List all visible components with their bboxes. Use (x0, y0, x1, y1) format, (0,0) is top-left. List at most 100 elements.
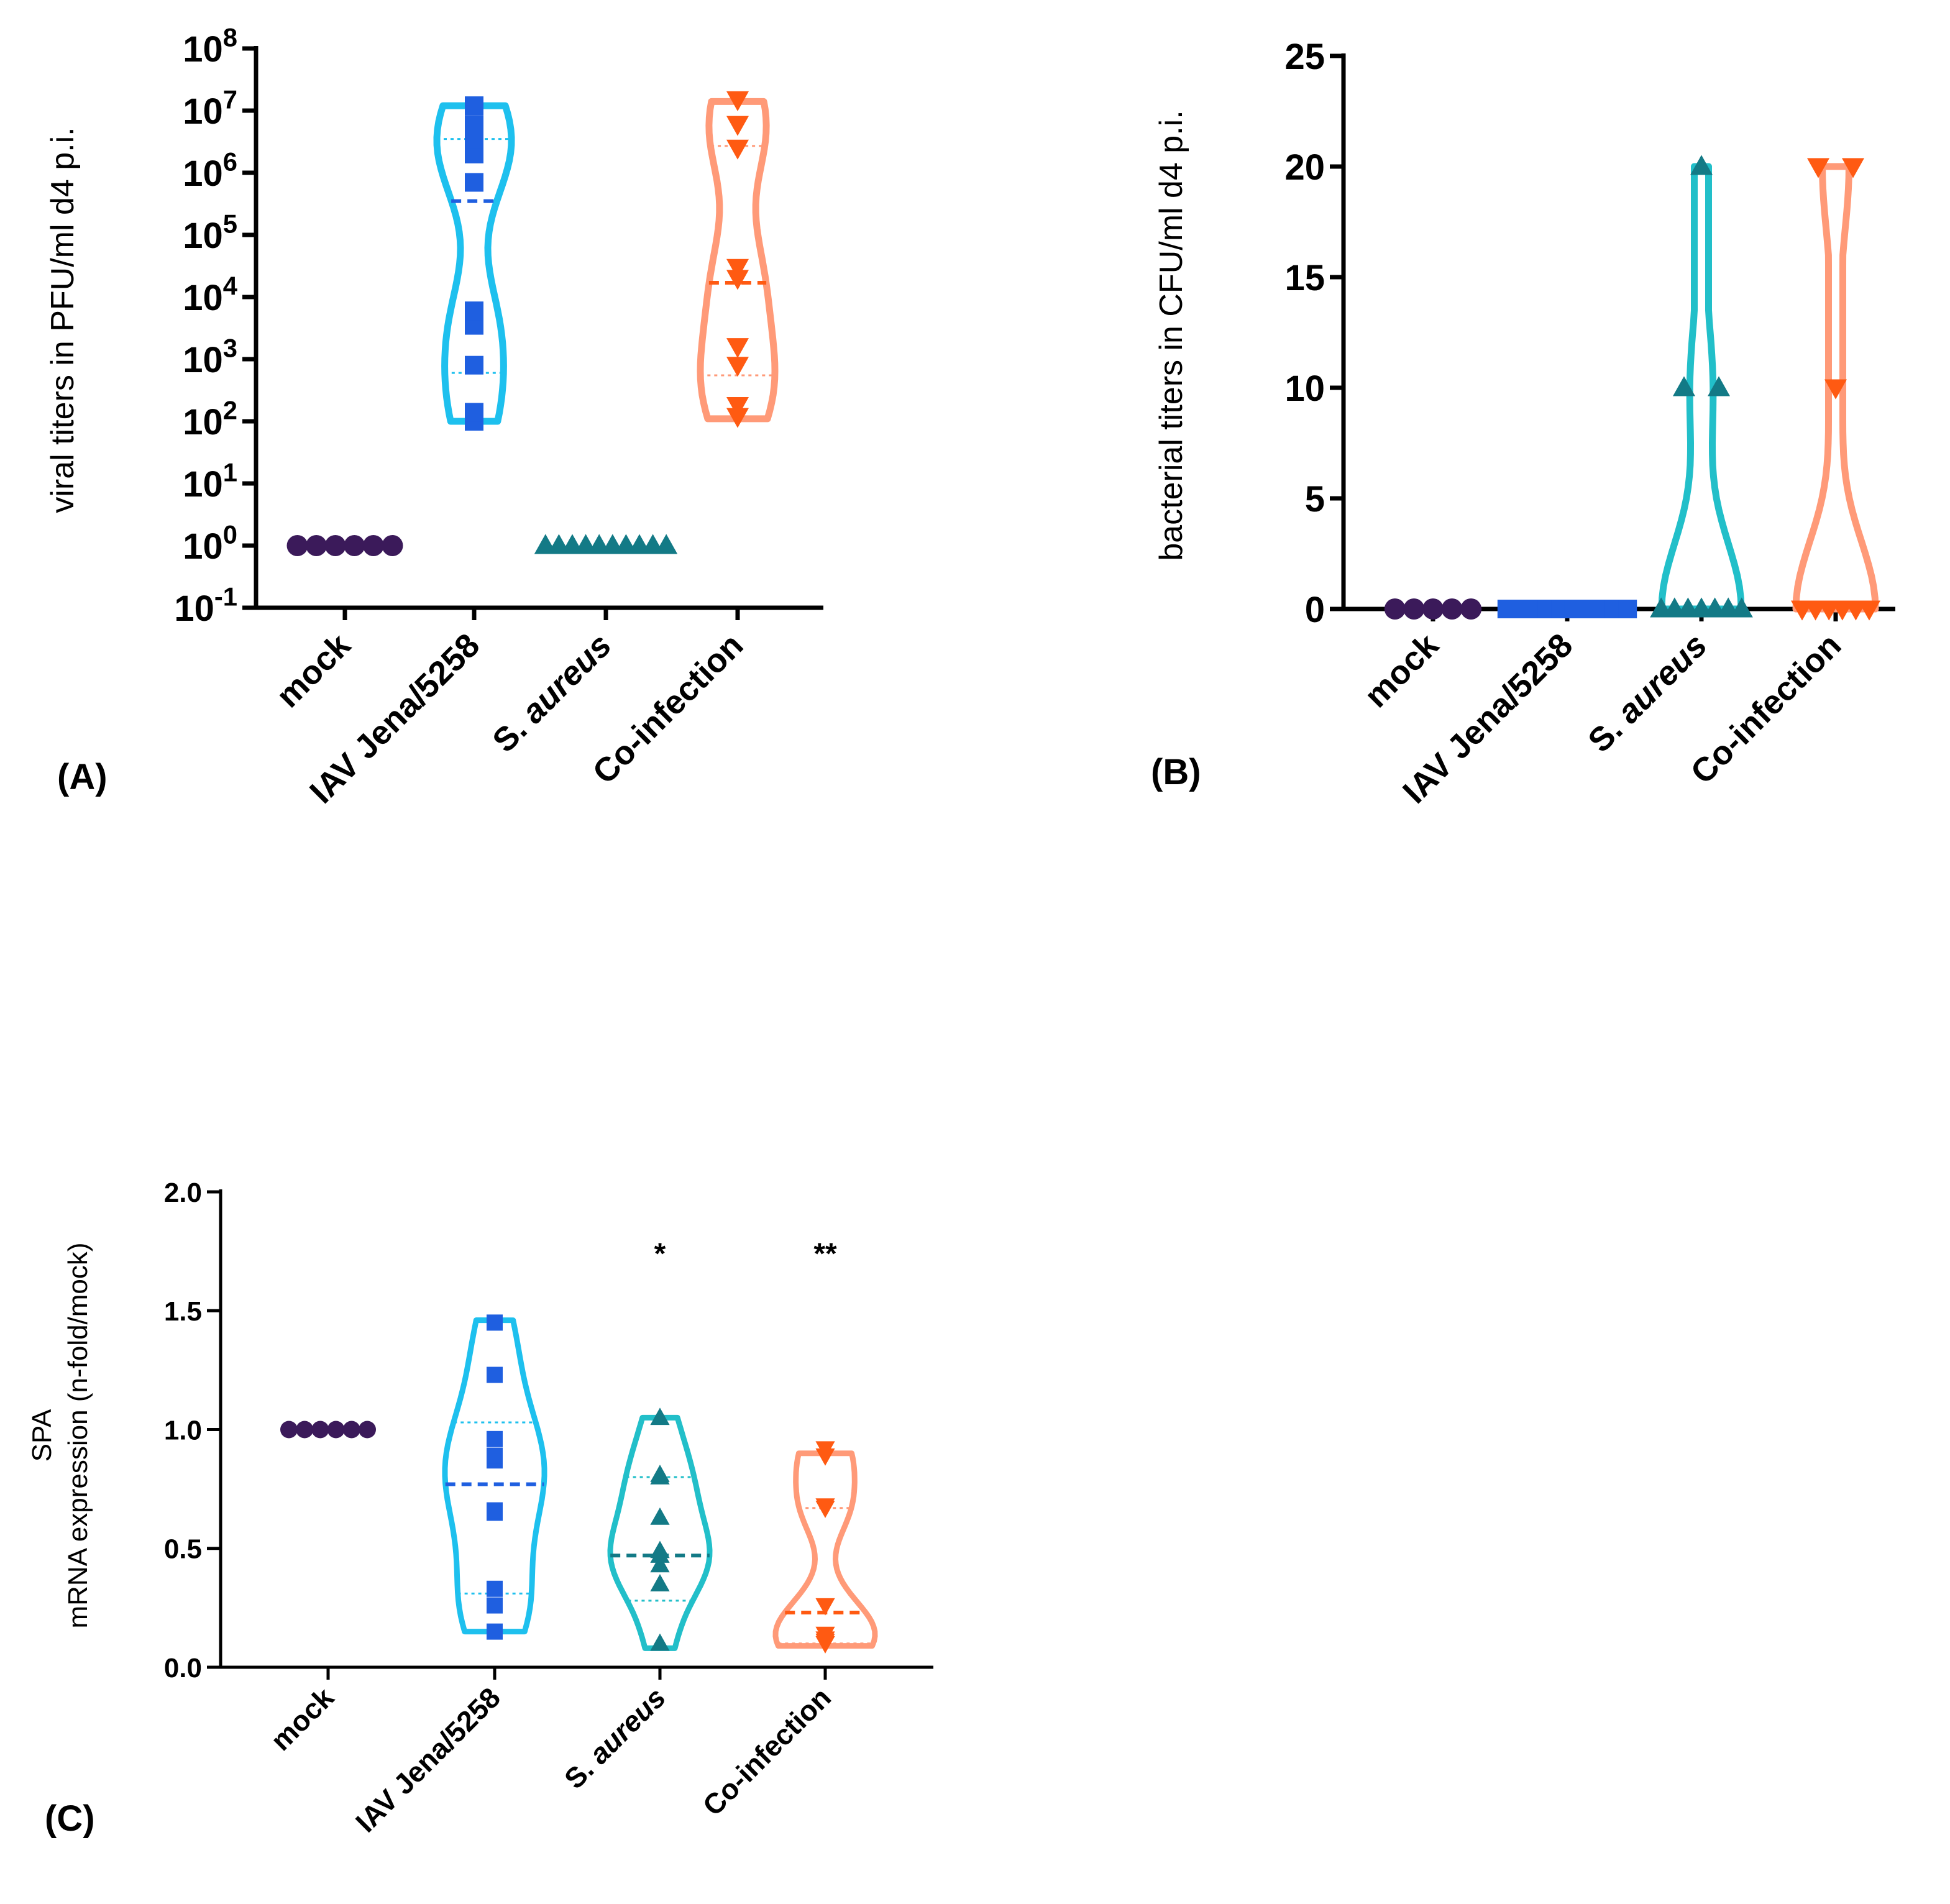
y-tick-label: 5 (1305, 479, 1325, 519)
y-tick-label: 0 (1305, 590, 1325, 630)
y-tick-label: 108 (183, 23, 237, 70)
category-label-co-infection: Co-infection (697, 1681, 837, 1821)
data-point-circle (1403, 598, 1425, 620)
data-point-square (465, 173, 483, 192)
y-tick-label: 2.0 (164, 1178, 202, 1208)
y-tick-label: 10-1 (174, 582, 237, 629)
data-point-square (487, 1597, 503, 1614)
data-point-circle (342, 1421, 360, 1439)
data-point-square (465, 301, 483, 321)
violin-co-infection (1792, 163, 1879, 613)
y-tick-label: 105 (183, 209, 237, 256)
category-label-mock: mock (264, 1681, 340, 1757)
significance-marker: * (654, 1238, 666, 1271)
data-point-triangle-up (650, 1407, 670, 1426)
data-point-square (487, 1580, 503, 1597)
data-point-square (465, 115, 483, 134)
data-point-triangle-up (650, 1540, 670, 1558)
data-point-square (487, 1366, 503, 1383)
y-tick-label: 102 (183, 396, 237, 442)
y-tick-label: 0.5 (164, 1534, 202, 1565)
data-point-triangle-up (1673, 376, 1695, 396)
y-tick-label: 107 (183, 85, 237, 132)
data-point-circle (362, 535, 384, 556)
violin-co-infection (772, 1450, 878, 1649)
category-label-mock: mock (1357, 626, 1446, 715)
y-axis-title-c: SPA (27, 1409, 57, 1462)
y-tick-label: 104 (183, 272, 237, 318)
y-tick-label: 1.5 (164, 1296, 202, 1327)
y-tick-label: 15 (1284, 258, 1325, 298)
data-point-circle (296, 1421, 314, 1439)
data-point-circle (327, 1421, 345, 1439)
violin-s-aureus (1658, 163, 1745, 613)
y-tick-label: 25 (1284, 37, 1325, 77)
y-axis-title-b: bacterial titers in CFU/ml d4 p.i. (1153, 110, 1189, 561)
chart-panel-c: 0.0 0.5 1.0 1.5 2.0 SPA mRNA expression (n-fol… (27, 1178, 933, 1838)
data-point-triangle-down (815, 1626, 835, 1644)
data-point-circle (280, 1421, 298, 1439)
category-label-s-aureus: S. aureus (558, 1681, 672, 1795)
data-point-triangle-down (726, 270, 749, 290)
category-label-iav-jena-5258: IAV Jena/5258 (349, 1681, 506, 1838)
data-point-triangle-down (815, 1598, 835, 1616)
data-point-square (487, 1430, 503, 1447)
data-point-triangle-down (726, 396, 749, 418)
data-point-triangle-down (726, 357, 749, 377)
data-point-square (487, 1502, 503, 1519)
y-tick-label: 10 (1284, 368, 1325, 409)
data-point-triangle-up (650, 1507, 670, 1525)
y-tick-label: 106 (183, 147, 237, 194)
data-point-square (1618, 600, 1637, 618)
data-point-circle (324, 535, 346, 556)
category-label-s-aureus: S. aureus (1581, 626, 1714, 759)
y-tick-label: 103 (183, 334, 237, 380)
y-tick-label: 100 (183, 520, 237, 567)
data-point-circle (1422, 598, 1444, 620)
data-point-triangle-down (726, 139, 749, 160)
data-point-triangle-down (815, 1498, 835, 1516)
data-point-circle (1441, 598, 1463, 620)
data-point-triangle-down (1858, 600, 1880, 621)
data-point-circle (306, 535, 327, 556)
chart-panel-b: 0 5 10 15 20 25 bacterial titers in CFU/ml d4 … (1153, 37, 1895, 811)
panel-b-label: (B) (1151, 752, 1201, 792)
y-tick-label: 20 (1284, 147, 1325, 188)
data-point-triangle-down (726, 338, 749, 359)
data-point-square (487, 1623, 503, 1640)
data-point-triangle-up (1708, 376, 1730, 396)
data-point-circle (311, 1421, 329, 1439)
data-point-circle (1384, 598, 1406, 620)
data-point-circle (1460, 598, 1482, 620)
y-axis-title-a: viral titers in PFU/ml d4 p.i. (45, 127, 81, 513)
data-point-triangle-up (650, 1574, 670, 1591)
data-point-triangle-down (726, 91, 749, 111)
data-point-circle (286, 535, 308, 556)
data-point-triangle-up (655, 534, 678, 554)
panel-c-label: (C) (45, 1798, 95, 1839)
data-point-square (465, 403, 483, 422)
data-point-triangle-up (650, 1465, 670, 1482)
data-point-square (487, 1314, 503, 1331)
data-point-triangle-up (1690, 155, 1713, 175)
data-point-square (487, 1447, 503, 1464)
data-point-triangle-down (726, 116, 749, 136)
category-label-s-aureus: S. aureus (485, 626, 618, 759)
data-point-triangle-up (650, 1633, 670, 1651)
data-point-circle (344, 535, 365, 556)
data-point-triangle-down (815, 1441, 835, 1459)
data-point-triangle-up (1730, 597, 1753, 618)
y-tick-label: 0.0 (164, 1653, 202, 1683)
data-point-circle (359, 1421, 376, 1439)
data-point-triangle-down (726, 408, 749, 428)
data-point-triangle-up (650, 1555, 670, 1573)
data-point-triangle-down (1842, 158, 1864, 178)
violin-s-aureus (607, 1414, 713, 1651)
data-point-square (465, 355, 483, 375)
y-tick-label: 1.0 (164, 1415, 202, 1445)
category-label-mock: mock (269, 626, 358, 715)
data-point-square (465, 96, 483, 116)
data-point-triangle-down (726, 259, 749, 279)
y-axis-title-2-c: mRNA expression (n-fold/mock) (63, 1242, 93, 1628)
